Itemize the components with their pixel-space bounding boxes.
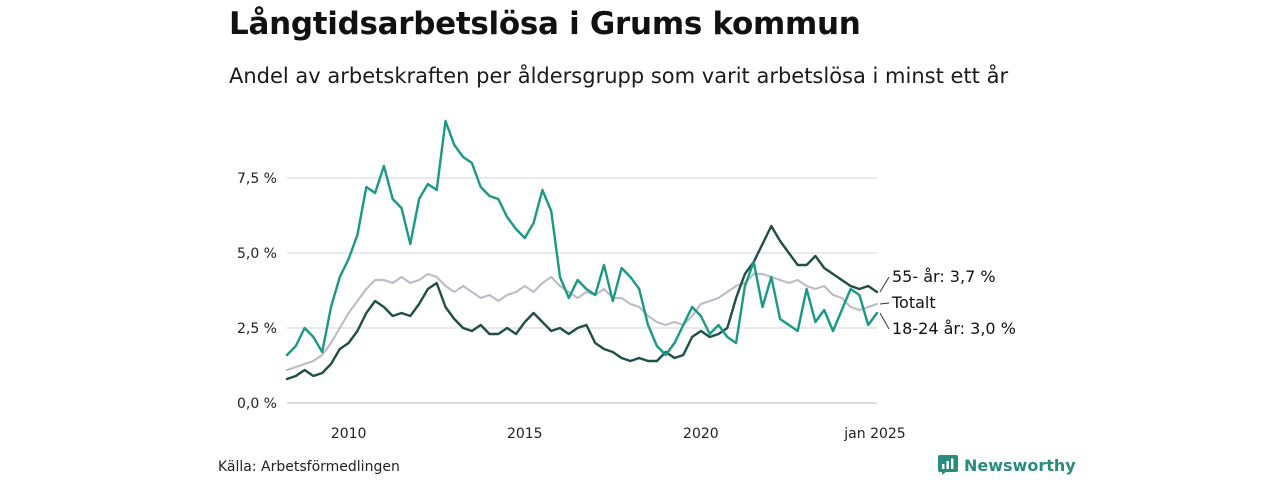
end-label-senior: 55- år: 3,7 % (892, 267, 996, 286)
x-tick-label: 2015 (507, 426, 543, 442)
brand-logo: Newsworthy (938, 455, 1076, 475)
end-label-leader (879, 276, 890, 293)
chart-title: Långtidsarbetslösa i Grums kommun (229, 6, 861, 42)
series-line-total (285, 272, 879, 372)
end-label-total: Totalt (891, 293, 936, 312)
y-tick-label: 2,5 % (237, 321, 277, 337)
end-label-leader (879, 302, 890, 305)
chart-subtitle: Andel av arbetskraften per åldersgrupp s… (229, 64, 1009, 88)
y-tick-label: 5,0 % (237, 246, 277, 262)
end-label-youth: 18-24 år: 3,0 % (892, 319, 1016, 338)
y-tick-label: 0,0 % (237, 396, 277, 412)
newsworthy-logo-icon (938, 455, 958, 475)
x-tick-label: 2020 (683, 426, 719, 442)
series-line-senior (285, 224, 879, 381)
x-tick-label: jan 2025 (843, 426, 905, 442)
series-line-youth (285, 119, 879, 357)
end-label-leader (879, 312, 890, 330)
x-tick-label: 2010 (331, 426, 367, 442)
brand-name: Newsworthy (964, 455, 1076, 475)
source-note: Källa: Arbetsförmedlingen (218, 459, 400, 475)
y-tick-label: 7,5 % (237, 171, 277, 187)
